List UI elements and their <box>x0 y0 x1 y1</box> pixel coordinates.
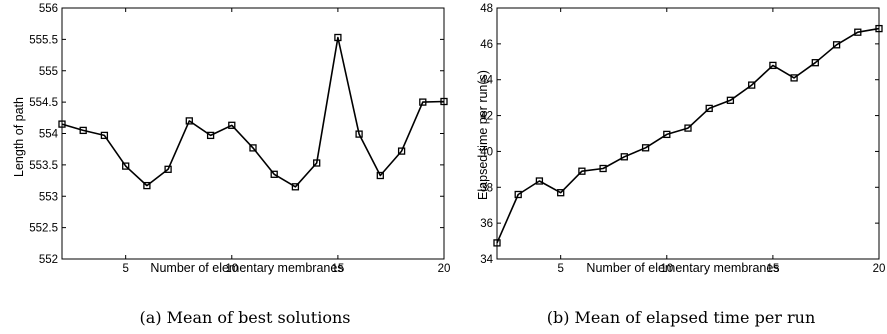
y-axis-title-b: Elapsed time per run(s) <box>476 70 490 200</box>
x-tick-label-a: 5 <box>122 263 128 275</box>
y-tick-label-a: 554 <box>39 129 59 141</box>
data-point-a <box>143 181 151 190</box>
y-tick-label-b: 44 <box>480 75 493 87</box>
data-point-b <box>790 74 798 82</box>
y-tick-label-b: 36 <box>480 218 493 230</box>
data-point-b <box>493 239 501 247</box>
data-point-a <box>419 98 427 106</box>
data-point-b <box>578 167 586 175</box>
y-tick-label-a: 555 <box>39 66 58 78</box>
plot-layer-a: 5 10 15 20 552 552.5 553 553.5 554 554.5 555 555.5 5… <box>29 3 450 275</box>
data-point-a <box>79 126 87 135</box>
y-tick-label-b: 38 <box>480 182 493 194</box>
y-tick-label-a: 553 <box>39 191 58 203</box>
y-axis-title-a: Length of path <box>12 97 26 177</box>
caption-a: (a) Mean of best solutions <box>140 308 351 327</box>
x-tick-label-a: 15 <box>331 263 344 275</box>
chart-panel-b: 5 10 15 20 34 36 38 40 42 44 46 48 Number of elemen… <box>476 3 885 327</box>
y-tick-label-a: 555.5 <box>29 34 58 46</box>
y-tick-label-a: 552.5 <box>29 223 58 235</box>
y-tick-label-b: 46 <box>480 39 493 51</box>
data-point-b <box>557 189 565 197</box>
data-point-b <box>875 24 883 33</box>
y-tick-label-b: 34 <box>480 254 493 266</box>
x-tick-label-a: 10 <box>225 263 238 275</box>
x-tick-label-b: 10 <box>660 263 673 275</box>
data-point-a <box>228 121 236 129</box>
data-point-b <box>599 164 607 173</box>
x-axis-title-a: Number of elementary membranes <box>150 261 343 275</box>
series-line-a <box>61 36 445 188</box>
y-tick-label-a: 556 <box>39 3 58 15</box>
plot-frame-a <box>61 7 445 260</box>
series-line-b <box>496 27 880 244</box>
x-tick-label-b: 15 <box>766 263 779 275</box>
y-tick-label-a: 552 <box>39 254 58 266</box>
data-point-a <box>397 147 406 155</box>
data-point-a <box>355 130 363 138</box>
data-point-b <box>748 81 756 89</box>
data-point-a <box>376 171 384 180</box>
x-tick-label-b: 5 <box>557 263 563 275</box>
data-point-b <box>514 190 522 199</box>
data-point-b <box>811 59 819 67</box>
plot-frame-b <box>496 7 880 260</box>
x-tick-label-b: 20 <box>873 263 886 275</box>
data-point-b <box>832 41 841 49</box>
data-point-b <box>535 177 544 185</box>
data-point-b <box>726 96 735 104</box>
data-point-b <box>641 144 650 152</box>
data-point-b <box>769 61 777 70</box>
data-point-a <box>185 117 193 125</box>
data-point-a <box>164 165 172 173</box>
data-point-b <box>684 124 692 132</box>
x-tick-label-a: 20 <box>438 263 451 275</box>
data-point-a <box>58 120 66 128</box>
plot-layer-b: 5 10 15 20 34 36 38 40 42 44 46 48 <box>480 3 885 275</box>
data-point-a <box>291 183 300 191</box>
data-point-b <box>663 130 671 139</box>
y-tick-label-a: 554.5 <box>29 97 58 109</box>
y-tick-label-a: 553.5 <box>29 160 58 172</box>
data-point-a <box>334 33 342 42</box>
data-point-a <box>206 131 215 140</box>
data-point-a <box>440 97 448 106</box>
y-tick-label-b: 48 <box>480 3 493 15</box>
data-point-a <box>249 144 257 152</box>
data-point-b <box>854 28 862 36</box>
chart-panel-a: 5 10 15 20 552 552.5 553 553.5 554 554.5 555 555.5 5… <box>12 3 450 327</box>
data-point-a <box>122 162 130 170</box>
y-tick-label-b: 40 <box>480 146 493 158</box>
x-axis-title-b: Number of elementary membranes <box>586 261 779 275</box>
data-point-b <box>620 153 628 161</box>
data-point-a <box>313 159 321 167</box>
y-tick-label-b: 42 <box>480 111 493 123</box>
data-point-b <box>705 104 713 113</box>
data-point-a <box>100 131 109 140</box>
data-point-a <box>270 170 278 178</box>
caption-b: (b) Mean of elapsed time per run <box>547 308 816 327</box>
